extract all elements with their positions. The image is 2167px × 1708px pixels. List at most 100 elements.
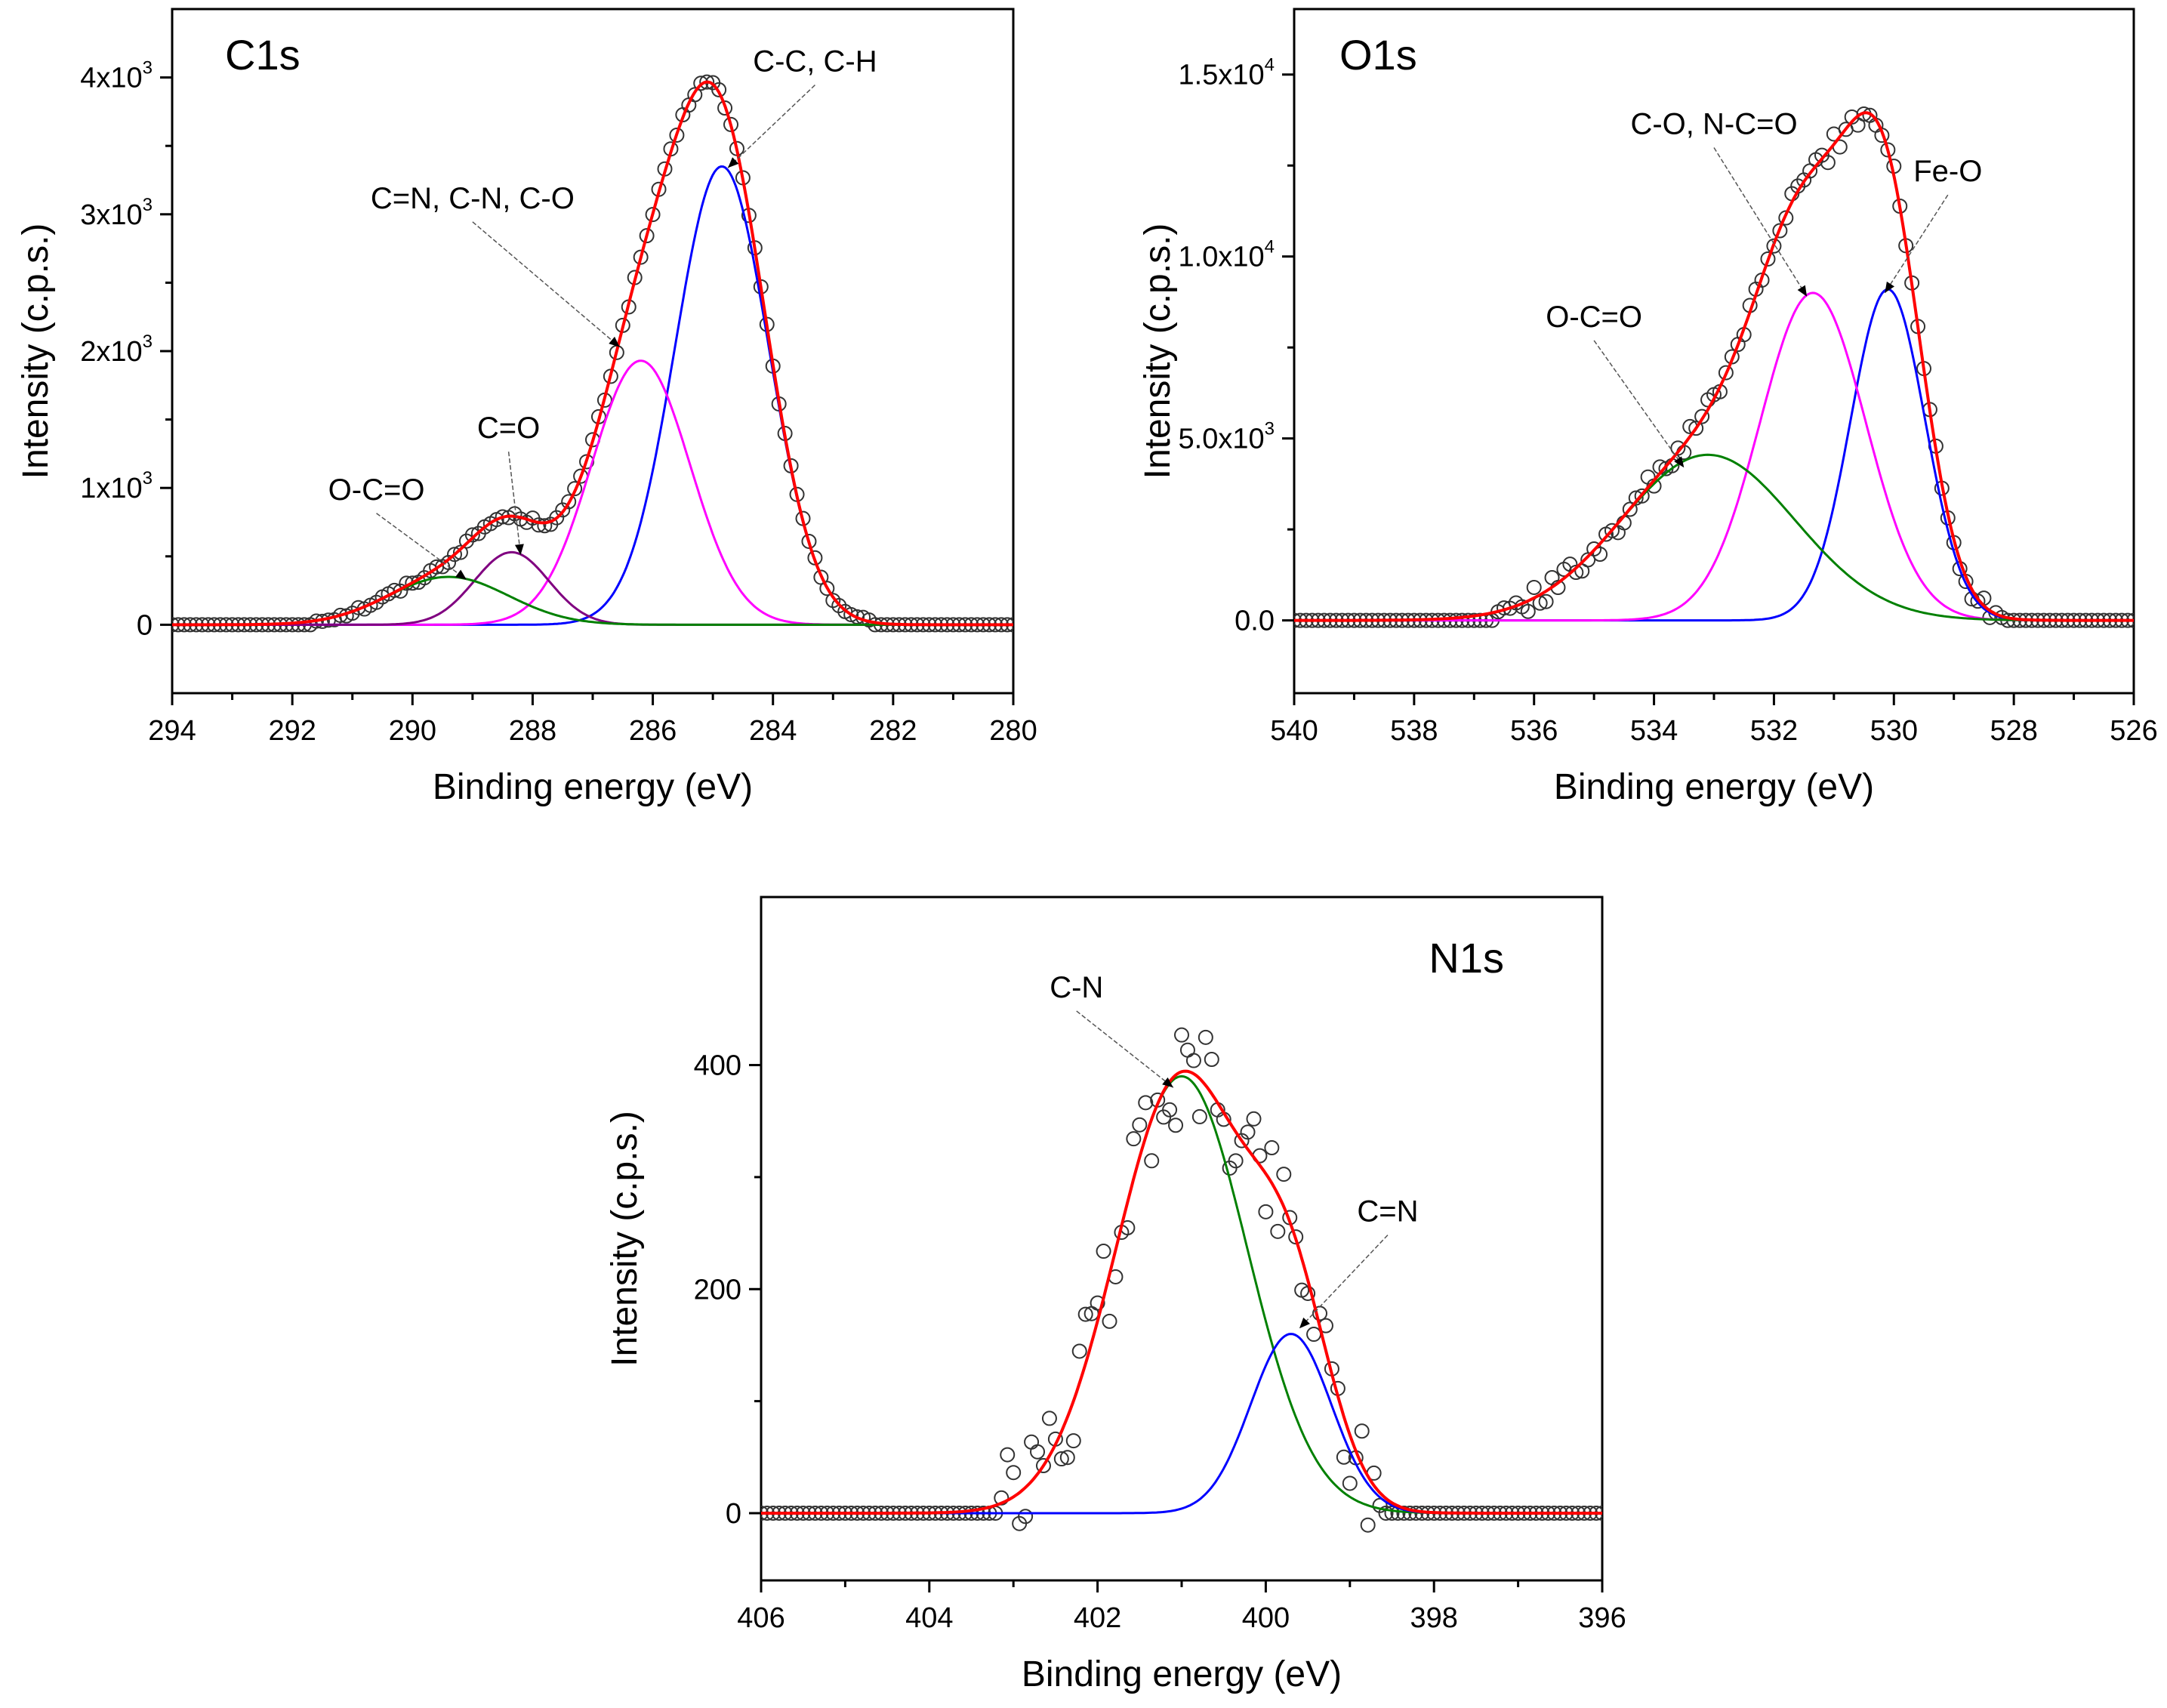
x-tick-label: 526 <box>2110 715 2157 747</box>
y-tick-mantissa: 0.0 <box>1235 606 1275 637</box>
annotation-leader <box>507 452 522 556</box>
x-tick-label: 534 <box>1630 715 1678 747</box>
data-point <box>1820 155 1836 171</box>
annotation-leader <box>1713 147 1808 298</box>
peak-c-c-c-h <box>172 165 1013 626</box>
y-tick-mantissa: 0 <box>726 1498 741 1530</box>
x-tick-label: 290 <box>389 715 436 747</box>
data-point <box>1718 365 1734 381</box>
y-tick-label: 5.0x103 <box>1179 419 1275 455</box>
data-point <box>1342 1475 1358 1491</box>
plot-area <box>1294 106 2134 628</box>
data-point <box>717 100 733 116</box>
data-point <box>1053 1451 1069 1467</box>
x-tick-label: 538 <box>1390 715 1438 747</box>
annotation-leader <box>1884 194 1949 294</box>
data-point <box>1090 1295 1105 1311</box>
data-point <box>1538 593 1554 609</box>
x-tick-label: 400 <box>1242 1602 1290 1634</box>
peak-c-o-n-c-o <box>1294 291 2134 622</box>
annotation-label: O-C=O <box>1546 301 1642 334</box>
y-tick-mantissa: 4x10 <box>80 63 142 94</box>
y-tick-exponent: 3 <box>143 468 153 489</box>
y-tick-exponent: 3 <box>143 195 153 215</box>
x-tick-label: 404 <box>905 1602 953 1634</box>
panel-n1s: 406 404 402 400 398 396 0 200 400 Binding energy … <box>605 896 1626 1694</box>
annotation-leader <box>1076 1010 1174 1088</box>
data-point <box>1760 251 1776 267</box>
x-tick-label: 396 <box>1578 1602 1626 1634</box>
y-tick-label: 1.5x104 <box>1179 55 1275 91</box>
annotation-arrowhead <box>455 569 467 580</box>
annotation-arrowhead <box>1674 456 1685 468</box>
annotation-label: Fe-O <box>1913 155 1982 188</box>
annotation-arrowhead <box>728 157 739 168</box>
annotation-arrowhead <box>514 544 524 555</box>
x-tick-label: 540 <box>1270 715 1318 747</box>
data-point <box>1880 142 1896 158</box>
y-tick-exponent: 4 <box>1265 55 1275 76</box>
y-tick-label: 1.0x104 <box>1179 237 1275 273</box>
y-tick-mantissa: 0 <box>137 609 153 641</box>
y-tick-label: 400 <box>694 1050 741 1082</box>
data-point <box>711 82 727 97</box>
y-tick-exponent: 3 <box>1265 419 1275 439</box>
y-tick-label: 0 <box>137 609 153 641</box>
data-point <box>1071 1343 1087 1359</box>
data-point <box>1065 1433 1081 1449</box>
data-point <box>1132 1117 1148 1133</box>
annotation-arrowhead <box>1885 281 1894 293</box>
plot-area <box>761 1027 1602 1533</box>
plot-area <box>172 74 1013 633</box>
y-axis-label: Intensity (c.p.s.) <box>605 1111 645 1367</box>
data-point <box>1688 421 1704 436</box>
data-point <box>1604 523 1620 538</box>
data-point <box>1174 1027 1189 1043</box>
data-point <box>1354 1423 1370 1439</box>
annotation-arrowhead <box>1797 285 1808 297</box>
data-point <box>1030 1444 1046 1460</box>
data-point <box>1300 1285 1316 1301</box>
peak-c-n <box>761 1074 1602 1515</box>
data-point <box>1246 1111 1262 1127</box>
x-tick-label: 280 <box>989 715 1037 747</box>
annotation-label: C-N <box>1050 971 1103 1004</box>
data-point <box>1694 409 1710 424</box>
fit-envelope <box>761 1069 1602 1515</box>
annotation-label: C-O, N-C=O <box>1630 107 1797 140</box>
y-tick-exponent: 3 <box>143 331 153 352</box>
data-point <box>1240 1124 1256 1140</box>
x-tick-label: 286 <box>629 715 677 747</box>
x-axis-label: Binding energy (eV) <box>1022 1654 1342 1694</box>
annotation-leader <box>1593 340 1685 468</box>
y-tick-label: 200 <box>694 1274 741 1306</box>
data-point <box>843 606 859 622</box>
data-point <box>561 494 577 510</box>
annotation-leader <box>376 513 467 581</box>
x-tick-label: 288 <box>509 715 556 747</box>
x-tick-label: 292 <box>268 715 316 747</box>
plot-frame <box>760 896 1604 1582</box>
data-point <box>1168 1118 1184 1133</box>
x-tick-label: 284 <box>749 715 797 747</box>
data-point <box>1228 1153 1244 1169</box>
y-tick-mantissa: 1.0x10 <box>1179 242 1265 273</box>
data-point <box>699 74 715 90</box>
panel-title: O1s <box>1339 31 1417 79</box>
data-point <box>1766 238 1782 254</box>
data-point <box>801 533 817 549</box>
annotation-arrowhead <box>1299 1317 1310 1329</box>
data-point <box>1035 1458 1051 1474</box>
y-tick-mantissa: 3x10 <box>80 199 142 231</box>
data-point <box>1185 1053 1201 1068</box>
plot-frame <box>171 8 1015 695</box>
data-point <box>687 87 703 103</box>
panel-c1s: 294 292 290 288 286 284 282 28001x1032x1033x103… <box>16 8 1037 807</box>
data-point <box>819 581 835 597</box>
y-axis-label: Intensity (c.p.s.) <box>16 224 56 479</box>
y-tick-mantissa: 1.5x10 <box>1179 60 1265 91</box>
data-point <box>1024 1434 1040 1450</box>
x-tick-label: 282 <box>869 715 917 747</box>
data-point <box>1126 1131 1142 1147</box>
